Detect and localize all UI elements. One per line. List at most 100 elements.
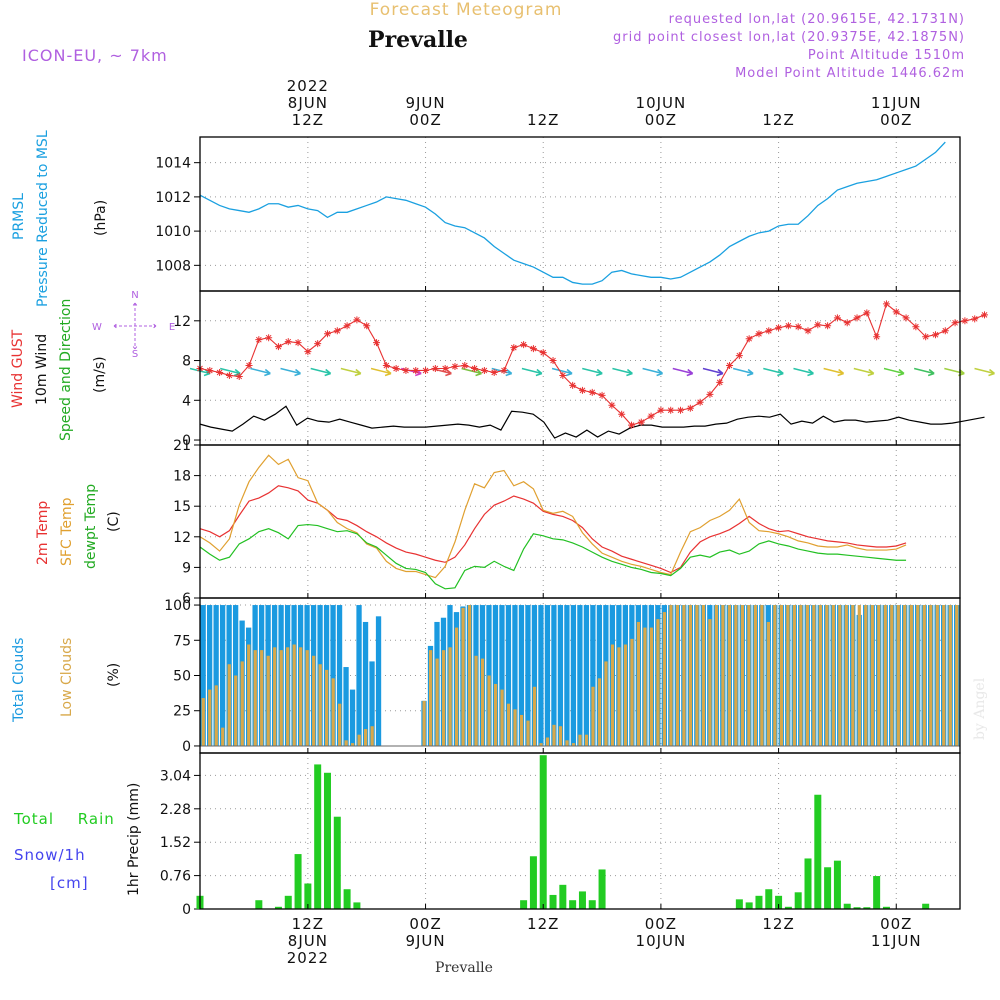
t2m-line xyxy=(199,485,907,574)
low-cloud-bar xyxy=(441,650,446,746)
rain-bar xyxy=(559,884,567,909)
low-cloud-bar xyxy=(578,734,582,746)
y-tick-label: 75 xyxy=(173,633,191,649)
low-cloud-bar xyxy=(552,724,556,746)
time-label-bottom: 9JUN xyxy=(405,932,445,950)
low-cloud-bar xyxy=(909,605,913,746)
wind10-label: 10m Wind xyxy=(34,334,50,405)
forecast-subtitle: Forecast Meteogram xyxy=(370,0,563,20)
gust-marker xyxy=(922,333,930,341)
gust-marker xyxy=(422,366,430,374)
time-label-top: 12Z xyxy=(762,111,794,129)
y-tick-label: 12 xyxy=(173,314,191,330)
t2m-label: 2m Temp xyxy=(35,501,51,565)
time-label-top: 00Z xyxy=(645,111,677,129)
low-cloud-bar xyxy=(266,655,270,746)
y-tick-label: 4 xyxy=(182,393,191,409)
rain-bar xyxy=(794,892,802,909)
wind-arrow xyxy=(582,367,603,377)
compass-e: E xyxy=(169,322,175,333)
rain-label: Total Rain xyxy=(13,810,115,828)
low-cloud-bar xyxy=(532,686,537,746)
rain-bar xyxy=(255,900,263,909)
gust-marker xyxy=(363,322,371,330)
low-cloud-bar xyxy=(331,678,335,746)
low-cloud-bar xyxy=(240,661,244,746)
low-cloud-bar xyxy=(597,678,602,746)
wind-arrow xyxy=(974,367,995,377)
time-label-bottom: 12Z xyxy=(762,915,794,933)
total-cloud-bar xyxy=(570,605,577,746)
time-label-bottom: 2022 xyxy=(287,949,329,967)
low-cloud-bar xyxy=(922,605,926,746)
low-cloud-bar xyxy=(513,709,517,746)
low-cloud-bar xyxy=(896,605,900,746)
gust-marker xyxy=(520,341,528,349)
low-cloud-bar xyxy=(467,605,472,746)
time-label-bottom: 12Z xyxy=(527,915,559,933)
low-cloud-bar xyxy=(214,685,218,746)
low-cloud-bar xyxy=(903,605,907,746)
y-tick-label: 21 xyxy=(173,438,191,454)
gust-marker xyxy=(716,378,724,386)
rain-bar xyxy=(863,907,871,909)
low-cloud-bar xyxy=(506,703,511,746)
time-label-top: 8JUN xyxy=(288,94,328,112)
gust-marker xyxy=(392,364,400,372)
y-tick-label: 2.28 xyxy=(160,802,191,818)
low-cloud-bar xyxy=(799,605,803,746)
gust-marker xyxy=(333,327,341,335)
time-label-top: 11JUN xyxy=(871,94,922,112)
low-cloud-bar xyxy=(461,607,465,746)
gust-marker xyxy=(608,401,616,409)
total-cloud-bar xyxy=(375,616,382,746)
low-cloud-bar xyxy=(864,605,868,746)
info-requested: requested lon,lat (20.9615E, 42.1731N) xyxy=(669,12,965,27)
low-cloud-bar xyxy=(448,647,452,746)
compass-arrows-icon xyxy=(113,302,157,350)
low-cloud-bar xyxy=(487,675,491,746)
wind-arrow xyxy=(853,367,875,377)
low-cloud-bar xyxy=(500,689,504,746)
gust-marker xyxy=(755,330,763,338)
gust-marker xyxy=(882,300,890,308)
wind-arrow xyxy=(913,367,935,377)
total-cloud-bar xyxy=(564,605,570,746)
low-cloud-bar xyxy=(221,727,225,746)
low-cloud-bar xyxy=(591,686,595,746)
compass-s: S xyxy=(132,349,138,360)
total-cloud-bar xyxy=(492,605,499,746)
time-label-bottom: 12Z xyxy=(292,915,324,933)
wind10-line xyxy=(199,405,985,439)
low-cloud-bar xyxy=(338,703,342,746)
dew-label: dewpt Temp xyxy=(83,484,99,569)
gust-marker xyxy=(598,391,606,399)
gust-marker xyxy=(696,398,704,406)
low-cloud-bar xyxy=(571,743,576,746)
rain-bar xyxy=(588,900,596,909)
total-cloud-bar xyxy=(369,661,375,746)
rain-bar xyxy=(824,867,832,909)
rain-bar xyxy=(353,902,361,909)
low-cloud-bar xyxy=(948,605,952,746)
time-label-top: 10JUN xyxy=(636,94,687,112)
low-cloud-bar xyxy=(708,619,712,746)
total-cloud-bar xyxy=(551,605,557,746)
wind-unit-label: (m/s) xyxy=(92,356,108,393)
rain-bar xyxy=(882,906,890,909)
wind-arrow xyxy=(280,367,301,377)
low-cloud-bar xyxy=(623,644,628,746)
rain-bar xyxy=(294,854,302,909)
low-cloud-bar xyxy=(584,734,589,746)
low-cloud-bar xyxy=(357,734,361,746)
wind-arrow xyxy=(250,367,271,377)
info-gridpoint: grid point closest lon,lat (20.9375E, 42… xyxy=(613,30,965,45)
low-cloud-bar xyxy=(273,647,277,746)
station-title: Prevalle xyxy=(368,27,468,53)
total-cloud-bar xyxy=(219,605,226,746)
low-cloud-bar xyxy=(247,644,251,746)
rain-bar xyxy=(578,891,586,909)
gust-marker xyxy=(784,322,792,330)
low-cloud-bar xyxy=(428,650,433,746)
time-label-top: 00Z xyxy=(409,111,441,129)
